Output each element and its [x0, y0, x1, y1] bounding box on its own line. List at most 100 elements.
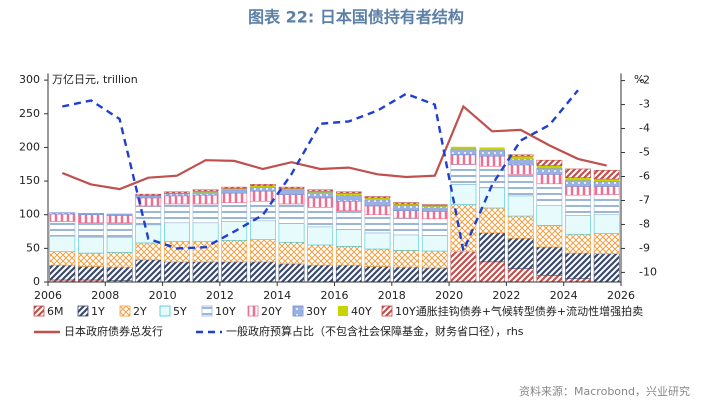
chart-title: 图表 22: 日本国债持有者结构 [248, 8, 464, 27]
bar-segment [106, 266, 133, 281]
bar-segment [479, 207, 505, 234]
bar-segment [393, 250, 420, 268]
bar-segment [78, 213, 104, 216]
y2-tick-label: -3 [639, 98, 650, 111]
bar-segment [536, 159, 563, 166]
bar-segment [536, 246, 563, 276]
bar-segment [278, 189, 305, 195]
x-tick-label: 2022 [492, 289, 520, 302]
legend-label: 5Y [173, 305, 187, 318]
y-tick-label: 200 [19, 140, 40, 153]
bar-segment [164, 222, 190, 242]
line-series [61, 104, 607, 191]
y-tick-label: 150 [19, 174, 40, 187]
bar-segment [49, 221, 76, 237]
bar-segment [221, 192, 248, 203]
legend-label: 一般政府预算占比（不包含社会保障基金，财务省口径），rhs [226, 324, 524, 338]
bar-segment [278, 203, 305, 224]
bar-segment [335, 191, 362, 194]
bar-segment [106, 213, 133, 216]
y2-tick-label: -7 [639, 193, 650, 206]
x-tick-label: 2020 [435, 289, 463, 302]
bar-segment [593, 214, 620, 234]
legend-label: 1Y [91, 305, 105, 318]
bar-segment [307, 207, 334, 228]
bar-segment [507, 195, 534, 217]
bar-segment [307, 189, 334, 192]
bar-segment [106, 252, 133, 268]
y-axis-label: 万亿日元, trillion [52, 73, 138, 86]
x-tick-label: 2010 [149, 289, 177, 302]
legend-label: 2Y [133, 305, 147, 318]
bar-segment [508, 156, 534, 159]
bar-segment [364, 266, 391, 283]
bar-segment [307, 192, 334, 199]
bar-segment [393, 210, 420, 219]
bar-segment [335, 264, 362, 283]
bar-segment [536, 183, 563, 206]
x-tick-label: 2006 [34, 289, 62, 302]
bar-segment [364, 214, 391, 234]
bar-segment [450, 154, 477, 165]
bar-segment [106, 237, 133, 253]
legend-swatch [292, 305, 304, 317]
x-tick-label: 2008 [91, 289, 119, 302]
legend-label: 10Y通胀挂钩债券+气候转型债券+流动性增强拍卖 [395, 304, 643, 318]
bar-segment [250, 185, 276, 188]
bar-segment [249, 186, 276, 192]
bar-segment [221, 186, 248, 189]
bar-segment [78, 222, 104, 238]
bar-segment [479, 147, 505, 151]
bar-segment [49, 235, 76, 253]
bar-segment [49, 213, 76, 222]
x-tick-label: 2026 [607, 289, 635, 302]
bar-segment [421, 218, 448, 236]
bar-segment [249, 261, 276, 283]
legend-label: 6M [47, 305, 64, 318]
bar-segment [593, 180, 620, 187]
bar-segment [49, 212, 76, 215]
bar-segment [421, 211, 448, 220]
bar-segment [393, 203, 419, 206]
bar-segment [192, 241, 219, 263]
y-tick-label: 250 [19, 107, 40, 120]
source: 资料来源：Macrobond，兴业研究 [519, 384, 690, 398]
y-tick-label: 0 [33, 275, 40, 288]
bar-segment [565, 186, 591, 196]
bar-segment [593, 186, 620, 195]
y2-tick-label: -4 [639, 122, 650, 135]
bar-segment [536, 274, 563, 283]
bar-segment [421, 206, 448, 212]
bar-segment [536, 167, 563, 175]
bar-segment [78, 252, 104, 267]
bar-segment [565, 215, 591, 235]
bar-segment [507, 268, 534, 283]
bar-segment [192, 203, 219, 224]
legend-swatch [77, 305, 89, 317]
bar-segment [164, 203, 190, 224]
bar-segment [307, 191, 333, 193]
bar-segment [335, 246, 362, 266]
bar-segment [249, 184, 276, 187]
legend-label: 30Y [306, 305, 327, 318]
bar-segment [278, 194, 305, 205]
bar-segment [565, 168, 591, 178]
legend-swatch [338, 306, 348, 316]
bar-segment [393, 217, 420, 236]
legend-label: 10Y [215, 305, 236, 318]
bar-segment [78, 237, 104, 254]
y2-axis-label: % [634, 73, 644, 86]
bar-segment [565, 233, 591, 254]
bar-segment [78, 266, 104, 281]
bar-segment [221, 239, 248, 263]
bar-segment [278, 263, 305, 283]
bar-segment [507, 174, 534, 197]
bar-segment [49, 264, 76, 281]
bar-segment [507, 158, 534, 166]
bar-segment [364, 205, 391, 216]
bar-segment [479, 187, 505, 209]
bar-segment [135, 205, 162, 226]
bar-segment [249, 190, 276, 202]
y2-tick-label: -8 [639, 217, 650, 230]
